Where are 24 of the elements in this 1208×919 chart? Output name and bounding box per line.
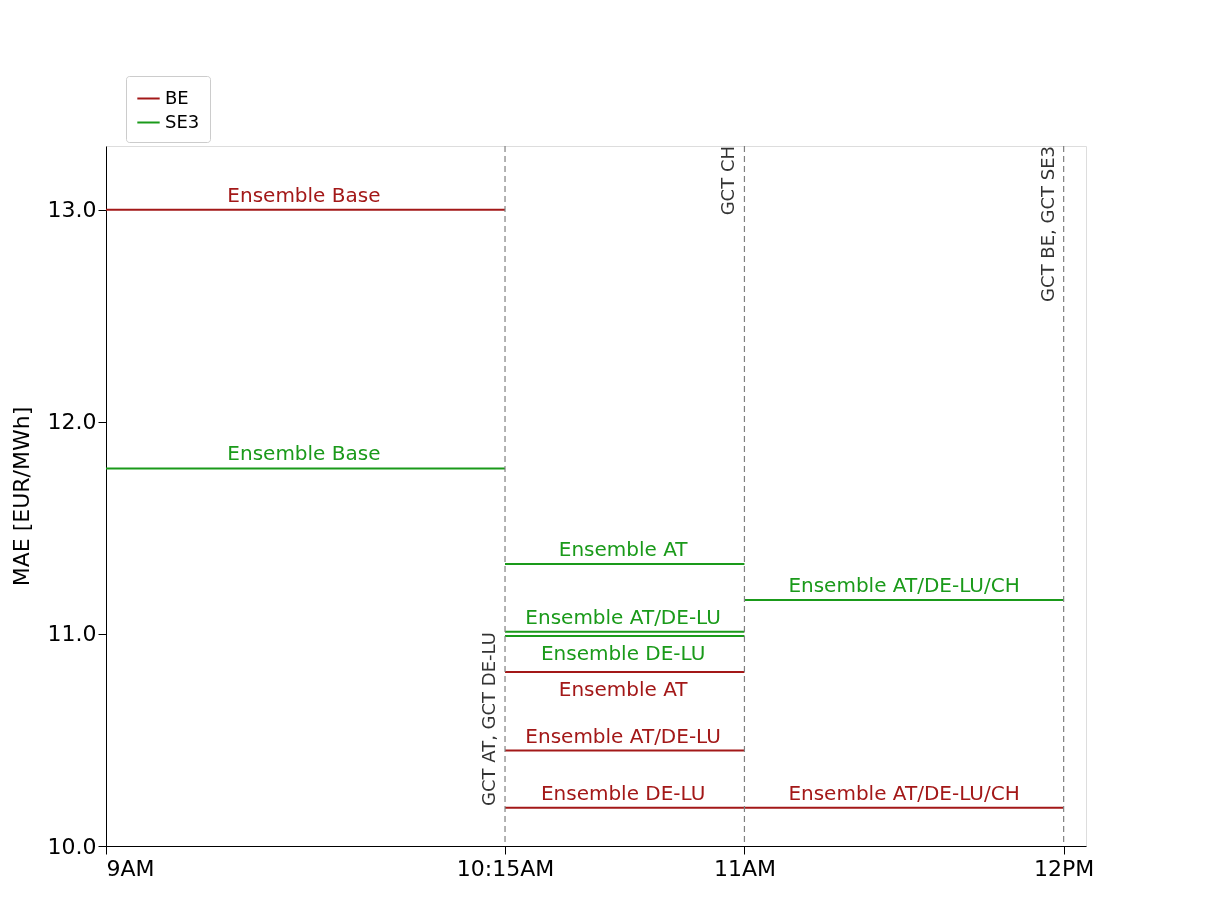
legend-label: BE [165,86,189,108]
y-tick-label: 11.0 [47,621,97,647]
ref-line-label: GCT AT, GCT DE-LU [478,632,500,806]
annotation: Ensemble AT/DE-LU [525,604,721,629]
y-tick-label: 10.0 [47,833,97,859]
annotation: Ensemble AT [558,536,689,561]
y-axis-title: MAE [EUR/MWh] [8,406,34,587]
x-tick-label: 12PM [1034,855,1095,881]
x-tick-label: 10:15AM [456,855,555,881]
annotation: Ensemble Base [227,182,381,207]
annotation: Ensemble Base [227,441,381,466]
legend-label: SE3 [165,110,200,132]
y-tick-label: 13.0 [47,197,97,223]
ref-line-label: GCT CH [717,146,739,216]
ref-line-label: GCT BE, GCT SE3 [1036,146,1058,302]
annotation: Ensemble DE-LU [540,641,706,665]
y-tick-label: 12.0 [47,409,97,435]
x-tick-label: 11AM [713,855,776,881]
annotation: Ensemble AT/DE-LU/CH [788,780,1020,805]
annotation: Ensemble AT [558,677,689,702]
x-tick-label: 9AM [106,855,155,881]
annotation: Ensemble DE-LU [540,780,706,805]
annotation: Ensemble AT/DE-LU [525,723,721,748]
annotation: Ensemble AT/DE-LU/CH [788,572,1020,597]
